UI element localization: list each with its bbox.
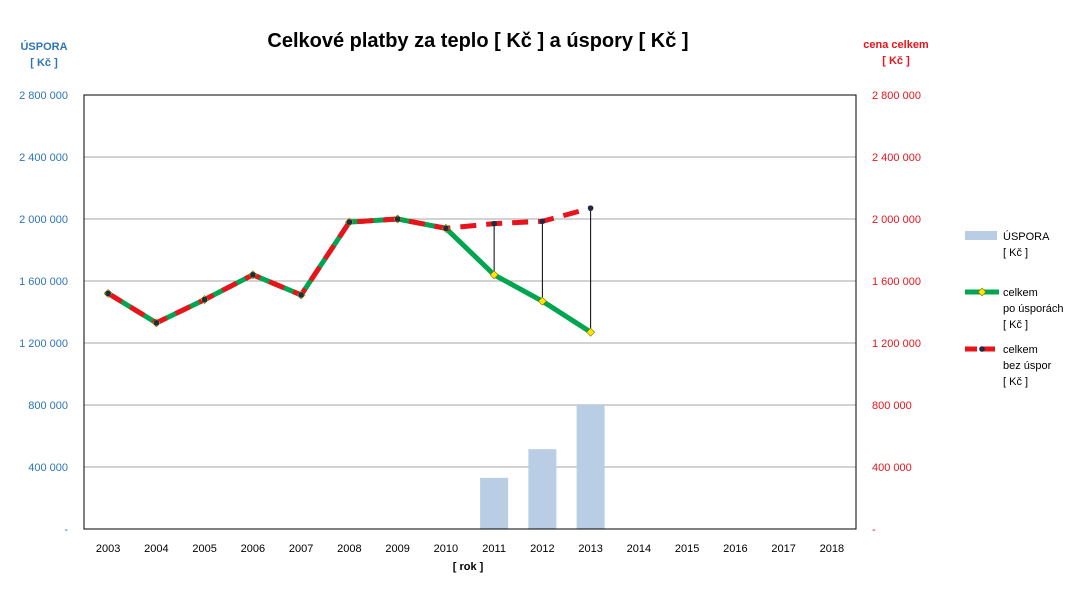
y-right-tick-label: 2 000 000 <box>872 214 921 226</box>
x-tick-label: 2006 <box>241 543 265 555</box>
marker-bez-uspor <box>587 205 594 211</box>
y-left-tick-label: 800 000 <box>28 400 68 412</box>
y-right-tick-label: 2 400 000 <box>872 152 921 164</box>
markers <box>103 205 596 337</box>
legend-label: [ Kč ] <box>1003 376 1028 388</box>
x-tick-label: 2015 <box>675 543 699 555</box>
legend-label: celkem <box>1003 287 1038 299</box>
y-right-tick-label: - <box>872 524 876 536</box>
x-tick-label: 2003 <box>96 543 120 555</box>
x-axis-label: [ rok ] <box>453 561 484 573</box>
left-axis-label-line2: [ Kč ] <box>30 57 58 69</box>
y-right-tick-label: 2 800 000 <box>872 90 921 102</box>
y-left-tick-label: 2 400 000 <box>19 152 68 164</box>
x-tick-label: 2008 <box>337 543 361 555</box>
marker-bez-uspor <box>201 296 208 303</box>
y-axis-left: - 400 000 800 000 1 200 000 1 600 000 2 000 0… <box>19 90 68 536</box>
x-tick-label: 2012 <box>530 543 554 555</box>
legend-label: ÚSPORA <box>1003 230 1050 243</box>
line-celkem-bez-uspor <box>106 205 592 326</box>
x-tick-label: 2013 <box>578 543 602 555</box>
marker-bez-uspor <box>250 272 256 278</box>
marker-po-usporach <box>489 270 499 280</box>
x-tick-label: 2011 <box>482 543 506 555</box>
chart-title: Celkové platby za teplo [ Kč ] a úspory … <box>267 30 688 52</box>
left-axis-label-line1: ÚSPORA <box>20 40 67 53</box>
marker-bez-uspor <box>153 320 160 326</box>
marker-bez-uspor <box>443 225 449 232</box>
right-axis-label-line1: cena celkem <box>863 39 929 51</box>
y-right-tick-label: 800 000 <box>872 400 912 412</box>
y-right-tick-label: 400 000 <box>872 462 912 474</box>
legend-marker-bez-uspor <box>979 346 985 352</box>
y-left-tick-label: 1 600 000 <box>19 276 68 288</box>
y-left-tick-label: 2 000 000 <box>19 214 68 226</box>
marker-bez-uspor <box>298 292 304 298</box>
marker-bez-uspor <box>491 220 497 227</box>
x-axis: 2003 2004 2005 2006 2007 2008 2009 2010 2011 2012… <box>96 543 844 555</box>
marker-bez-uspor <box>394 216 401 222</box>
marker-po-usporach <box>586 327 596 337</box>
x-tick-label: 2017 <box>771 543 795 555</box>
plot-frame <box>83 94 857 530</box>
bars <box>480 405 605 529</box>
marker-bez-uspor <box>539 218 546 225</box>
legend-label: celkem <box>1003 344 1038 356</box>
x-tick-label: 2016 <box>723 543 747 555</box>
x-tick-label: 2009 <box>385 543 409 555</box>
marker-bez-uspor <box>346 219 353 225</box>
x-tick-label: 2005 <box>192 543 216 555</box>
legend-label: [ Kč ] <box>1003 247 1028 259</box>
y-left-tick-label: 2 800 000 <box>19 90 68 102</box>
x-tick-label: 2007 <box>289 543 313 555</box>
x-tick-label: 2014 <box>627 543 651 555</box>
plot-area-border <box>83 94 857 530</box>
legend-label: bez úspor <box>1003 360 1052 372</box>
gridlines <box>84 94 856 468</box>
series-lines <box>106 205 592 335</box>
y-left-tick-label: - <box>64 524 68 536</box>
bar-uspora <box>480 477 509 529</box>
marker-bez-uspor <box>105 290 111 297</box>
legend-marker-po-usporach <box>977 287 987 297</box>
y-right-tick-label: 1 200 000 <box>872 338 921 350</box>
legend-label: [ Kč ] <box>1003 319 1028 331</box>
y-right-tick-label: 1 600 000 <box>872 276 921 288</box>
y-left-tick-label: 400 000 <box>28 462 68 474</box>
right-axis-label-line2: [ Kč ] <box>882 55 910 67</box>
bar-uspora <box>528 449 557 529</box>
legend-label: po úsporách <box>1003 303 1064 315</box>
legend-swatch-uspora <box>965 231 997 240</box>
x-tick-label: 2004 <box>144 543 168 555</box>
marker-po-usporach <box>537 296 547 306</box>
y-axis-right: - 400 000 800 000 1 200 000 1 600 000 2 000 0… <box>872 90 921 536</box>
line-celkem-po-usporach <box>106 216 592 335</box>
x-tick-label: 2018 <box>820 543 844 555</box>
drop-lines <box>493 208 592 333</box>
x-tick-label: 2010 <box>434 543 458 555</box>
legend: ÚSPORA [ Kč ] celkem po úsporách [ Kč ] celke… <box>965 230 1064 388</box>
bar-uspora <box>576 405 605 529</box>
y-left-tick-label: 1 200 000 <box>19 338 68 350</box>
